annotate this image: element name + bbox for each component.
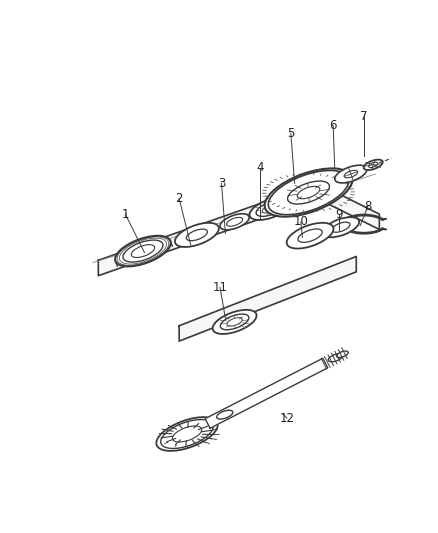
Ellipse shape: [261, 205, 277, 213]
Ellipse shape: [328, 354, 342, 362]
Ellipse shape: [264, 168, 352, 217]
Ellipse shape: [226, 318, 242, 326]
Polygon shape: [179, 256, 356, 341]
Text: 7: 7: [360, 110, 367, 123]
Text: 1: 1: [121, 208, 129, 221]
Ellipse shape: [255, 201, 283, 216]
Ellipse shape: [336, 351, 347, 358]
Ellipse shape: [334, 165, 366, 183]
Ellipse shape: [131, 245, 154, 257]
Ellipse shape: [212, 310, 256, 334]
Ellipse shape: [115, 236, 170, 266]
Ellipse shape: [216, 410, 232, 419]
Polygon shape: [98, 183, 378, 276]
Ellipse shape: [268, 171, 348, 215]
Ellipse shape: [297, 229, 321, 243]
Text: 2: 2: [175, 192, 183, 205]
Ellipse shape: [331, 222, 349, 232]
Text: 12: 12: [279, 411, 294, 425]
Ellipse shape: [123, 240, 162, 262]
Ellipse shape: [172, 426, 201, 442]
Text: 8: 8: [363, 200, 371, 213]
Ellipse shape: [363, 159, 382, 170]
Text: 10: 10: [293, 215, 307, 228]
Ellipse shape: [286, 223, 333, 248]
Text: 11: 11: [212, 281, 227, 294]
Text: 6: 6: [328, 119, 336, 132]
Ellipse shape: [343, 171, 357, 178]
Ellipse shape: [174, 223, 219, 247]
Ellipse shape: [322, 217, 358, 237]
Ellipse shape: [367, 162, 377, 167]
Ellipse shape: [219, 214, 249, 230]
Ellipse shape: [186, 229, 207, 241]
Ellipse shape: [156, 417, 217, 451]
Ellipse shape: [220, 314, 248, 330]
Text: 3: 3: [217, 177, 225, 190]
Ellipse shape: [226, 217, 242, 226]
Text: 9: 9: [335, 208, 343, 221]
Text: 5: 5: [286, 127, 294, 140]
Text: 4: 4: [256, 161, 263, 174]
Ellipse shape: [249, 197, 290, 220]
Ellipse shape: [297, 187, 319, 199]
Polygon shape: [205, 358, 327, 428]
Ellipse shape: [287, 181, 328, 204]
Ellipse shape: [160, 419, 213, 448]
